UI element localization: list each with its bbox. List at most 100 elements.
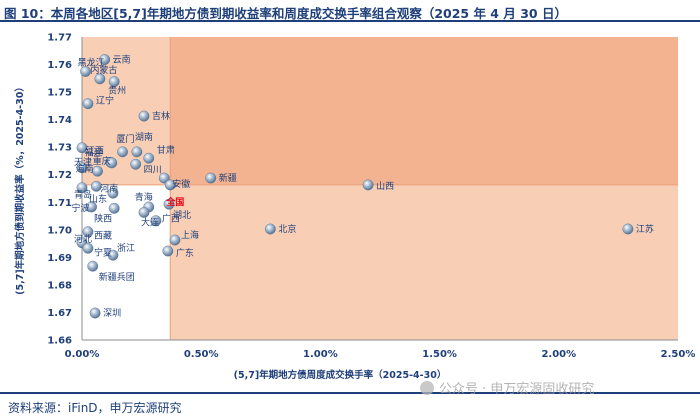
y-tick-label: 1.71 <box>47 198 72 209</box>
footer-rule <box>0 392 700 394</box>
data-point <box>82 226 94 238</box>
figure-title: 图 10：本周各地区[5,7]年期地方债到期收益率和周度成交换手率组合观察（20… <box>4 6 567 21</box>
point-label: 山西 <box>376 181 394 192</box>
x-axis-title: (5,7]年期地方债周度成交换手率（2025-4-30） <box>234 369 447 381</box>
data-point <box>138 207 150 218</box>
data-point <box>130 158 142 170</box>
point-label: 西藏 <box>94 230 112 242</box>
point-label: 贵州 <box>108 85 126 97</box>
data-point <box>87 260 99 272</box>
point-label: 四川 <box>144 165 162 175</box>
data-point <box>82 242 94 254</box>
point-label: 宁波 <box>72 202 90 214</box>
data-point <box>205 172 217 184</box>
data-point <box>76 162 88 174</box>
point-label: 新疆兵团 <box>99 271 135 283</box>
data-point <box>362 179 374 191</box>
data-point <box>107 187 119 199</box>
x-tick-label: 1.50% <box>422 349 457 360</box>
data-point <box>138 110 150 122</box>
data-point <box>117 146 128 158</box>
data-point <box>92 165 103 177</box>
data-point <box>76 182 88 194</box>
source-note: 资料来源：iFinD，申万宏源研究 <box>8 401 182 415</box>
point-label: 云南 <box>113 54 131 66</box>
point-label: 内蒙古 <box>90 64 117 76</box>
data-point <box>264 223 276 235</box>
data-points <box>76 54 634 319</box>
data-point <box>150 215 162 227</box>
point-label: 宁夏 <box>94 246 112 258</box>
y-tick-label: 1.67 <box>47 308 72 319</box>
point-label: 江西 <box>86 146 104 157</box>
x-tick-label: 1.00% <box>303 349 338 360</box>
point-label: 江苏 <box>636 223 654 235</box>
y-tick-label: 1.72 <box>47 170 72 181</box>
y-tick-label: 1.69 <box>47 253 72 264</box>
data-point <box>76 142 88 154</box>
y-tick-label: 1.70 <box>47 225 72 236</box>
watermark-text: 公众号 · 申万宏源固收研究 <box>439 382 595 397</box>
figure-title-bar: 图 10：本周各地区[5,7]年期地方债到期收益率和周度成交换手率组合观察（20… <box>0 0 700 22</box>
point-label: 甘肃 <box>157 144 175 156</box>
y-tick-label: 1.77 <box>47 33 72 44</box>
point-label: 重庆 <box>93 155 111 167</box>
watermark: 公众号 · 申万宏源固收研究 <box>420 378 594 397</box>
point-label: 浙江 <box>117 242 135 254</box>
point-label: 湖南 <box>135 131 153 143</box>
data-point <box>164 179 176 191</box>
data-point <box>169 234 181 246</box>
y-tick-label: 1.73 <box>47 143 72 154</box>
point-label: 河南 <box>100 182 118 194</box>
x-tick-label: 2.50% <box>661 349 696 360</box>
data-point <box>106 157 118 169</box>
shade-right <box>170 184 678 340</box>
point-label: 辽宁 <box>96 95 114 107</box>
point-label: 厦门 <box>117 133 135 145</box>
axes: 1.66 1.67 1.68 1.69 1.70 1.71 1.72 1.73 1.74 1.75… <box>14 33 695 382</box>
point-label: 广西 <box>162 213 180 225</box>
point-label: 湖北 <box>173 210 191 221</box>
data-point <box>158 172 170 184</box>
data-point <box>108 202 120 214</box>
point-label: 大连 <box>141 216 159 228</box>
data-point <box>90 180 102 192</box>
scatter-chart: 1.66 1.67 1.68 1.69 1.70 1.71 1.72 1.73 1.74 1.75… <box>14 33 695 382</box>
shade-upper-right <box>170 37 678 185</box>
data-point <box>131 146 143 158</box>
point-label: 北京 <box>278 223 296 235</box>
x-tick-label: 2.00% <box>541 349 576 360</box>
point-label: 全国 <box>165 196 184 208</box>
y-tick-label: 1.76 <box>47 60 72 71</box>
point-label: 黑龙江 <box>78 56 105 68</box>
data-point <box>162 245 174 257</box>
x-tick-label: 0.00% <box>65 349 100 360</box>
point-label: 新疆 <box>219 172 237 184</box>
y-axis-title: (5,7]年期地方债到期收益率（%，2025-4-30） <box>14 82 26 295</box>
y-tick-label: 1.75 <box>47 88 72 99</box>
y-tick-label: 1.66 <box>47 336 72 347</box>
point-label: 福建 <box>85 146 103 158</box>
data-point <box>86 201 97 213</box>
wechat-icon <box>420 381 434 395</box>
x-tick-label: 0.50% <box>184 349 219 360</box>
point-label: 青海 <box>135 191 153 203</box>
data-point <box>82 98 94 110</box>
data-point <box>622 223 634 235</box>
data-point <box>80 66 91 77</box>
data-point <box>99 54 111 65</box>
y-tick-label: 1.74 <box>47 115 72 126</box>
point-label: 海南 <box>75 163 93 175</box>
y-tick-label: 1.68 <box>47 280 72 291</box>
chart-background <box>82 37 678 340</box>
point-label: 陕西 <box>94 212 112 224</box>
point-label: 天津 <box>74 157 92 168</box>
point-label: 河北 <box>74 233 92 245</box>
point-label: 吉林 <box>152 110 170 122</box>
point-label: 广东 <box>176 247 194 259</box>
point-label: 山东 <box>89 193 107 205</box>
data-point <box>108 76 120 88</box>
point-label: 安徽 <box>172 178 190 190</box>
point-label: 上海 <box>181 229 199 241</box>
